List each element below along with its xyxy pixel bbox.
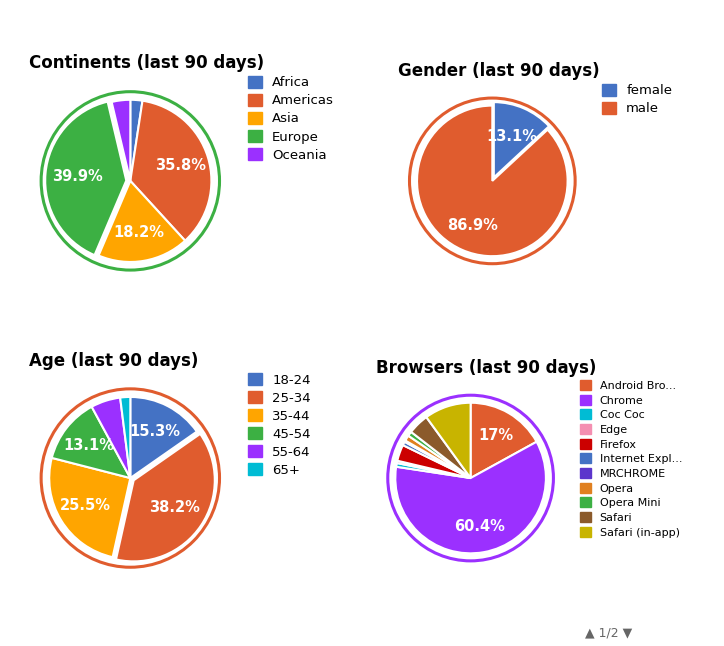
Legend: Android Bro..., Chrome, Coc Coc, Edge, Firefox, Internet Expl..., MRCHROME, Oper: Android Bro..., Chrome, Coc Coc, Edge, F… (580, 380, 682, 537)
Wedge shape (116, 434, 215, 561)
Text: 15.3%: 15.3% (129, 424, 180, 439)
Text: 60.4%: 60.4% (454, 519, 505, 534)
Wedge shape (397, 445, 471, 478)
Text: 35.8%: 35.8% (155, 158, 206, 173)
Wedge shape (130, 101, 211, 241)
Wedge shape (111, 99, 130, 181)
Wedge shape (405, 441, 471, 478)
Wedge shape (417, 105, 568, 256)
Wedge shape (411, 417, 471, 478)
Wedge shape (403, 442, 471, 478)
Wedge shape (92, 397, 130, 478)
Wedge shape (49, 458, 130, 557)
Wedge shape (120, 397, 130, 478)
Wedge shape (52, 407, 130, 478)
Legend: 18-24, 25-34, 35-44, 45-54, 55-64, 65+: 18-24, 25-34, 35-44, 45-54, 55-64, 65+ (248, 373, 311, 477)
Wedge shape (98, 181, 185, 262)
Text: Gender (last 90 days): Gender (last 90 days) (398, 61, 599, 79)
Text: 18.2%: 18.2% (114, 225, 165, 240)
Wedge shape (395, 442, 546, 554)
Text: 25.5%: 25.5% (60, 498, 111, 513)
Wedge shape (397, 461, 471, 478)
Text: ▲ 1/2 ▼: ▲ 1/2 ▼ (584, 627, 632, 640)
Wedge shape (471, 402, 536, 478)
Text: 17%: 17% (478, 428, 513, 443)
Wedge shape (130, 99, 143, 181)
Text: Age (last 90 days): Age (last 90 days) (29, 351, 198, 370)
Text: 86.9%: 86.9% (447, 218, 498, 233)
Wedge shape (408, 432, 471, 478)
Text: Continents (last 90 days): Continents (last 90 days) (29, 54, 264, 72)
Wedge shape (426, 402, 471, 478)
Text: Browsers (last 90 days): Browsers (last 90 days) (376, 359, 597, 377)
Text: 13.1%: 13.1% (63, 438, 114, 453)
Text: 38.2%: 38.2% (148, 500, 200, 515)
Text: 39.9%: 39.9% (52, 169, 104, 184)
Wedge shape (396, 463, 471, 478)
Text: 13.1%: 13.1% (487, 129, 537, 143)
Wedge shape (405, 435, 471, 478)
Wedge shape (45, 101, 126, 255)
Legend: Africa, Americas, Asia, Europe, Oceania: Africa, Americas, Asia, Europe, Oceania (248, 76, 334, 162)
Wedge shape (130, 397, 197, 478)
Legend: female, male: female, male (602, 84, 672, 116)
Wedge shape (494, 102, 549, 178)
